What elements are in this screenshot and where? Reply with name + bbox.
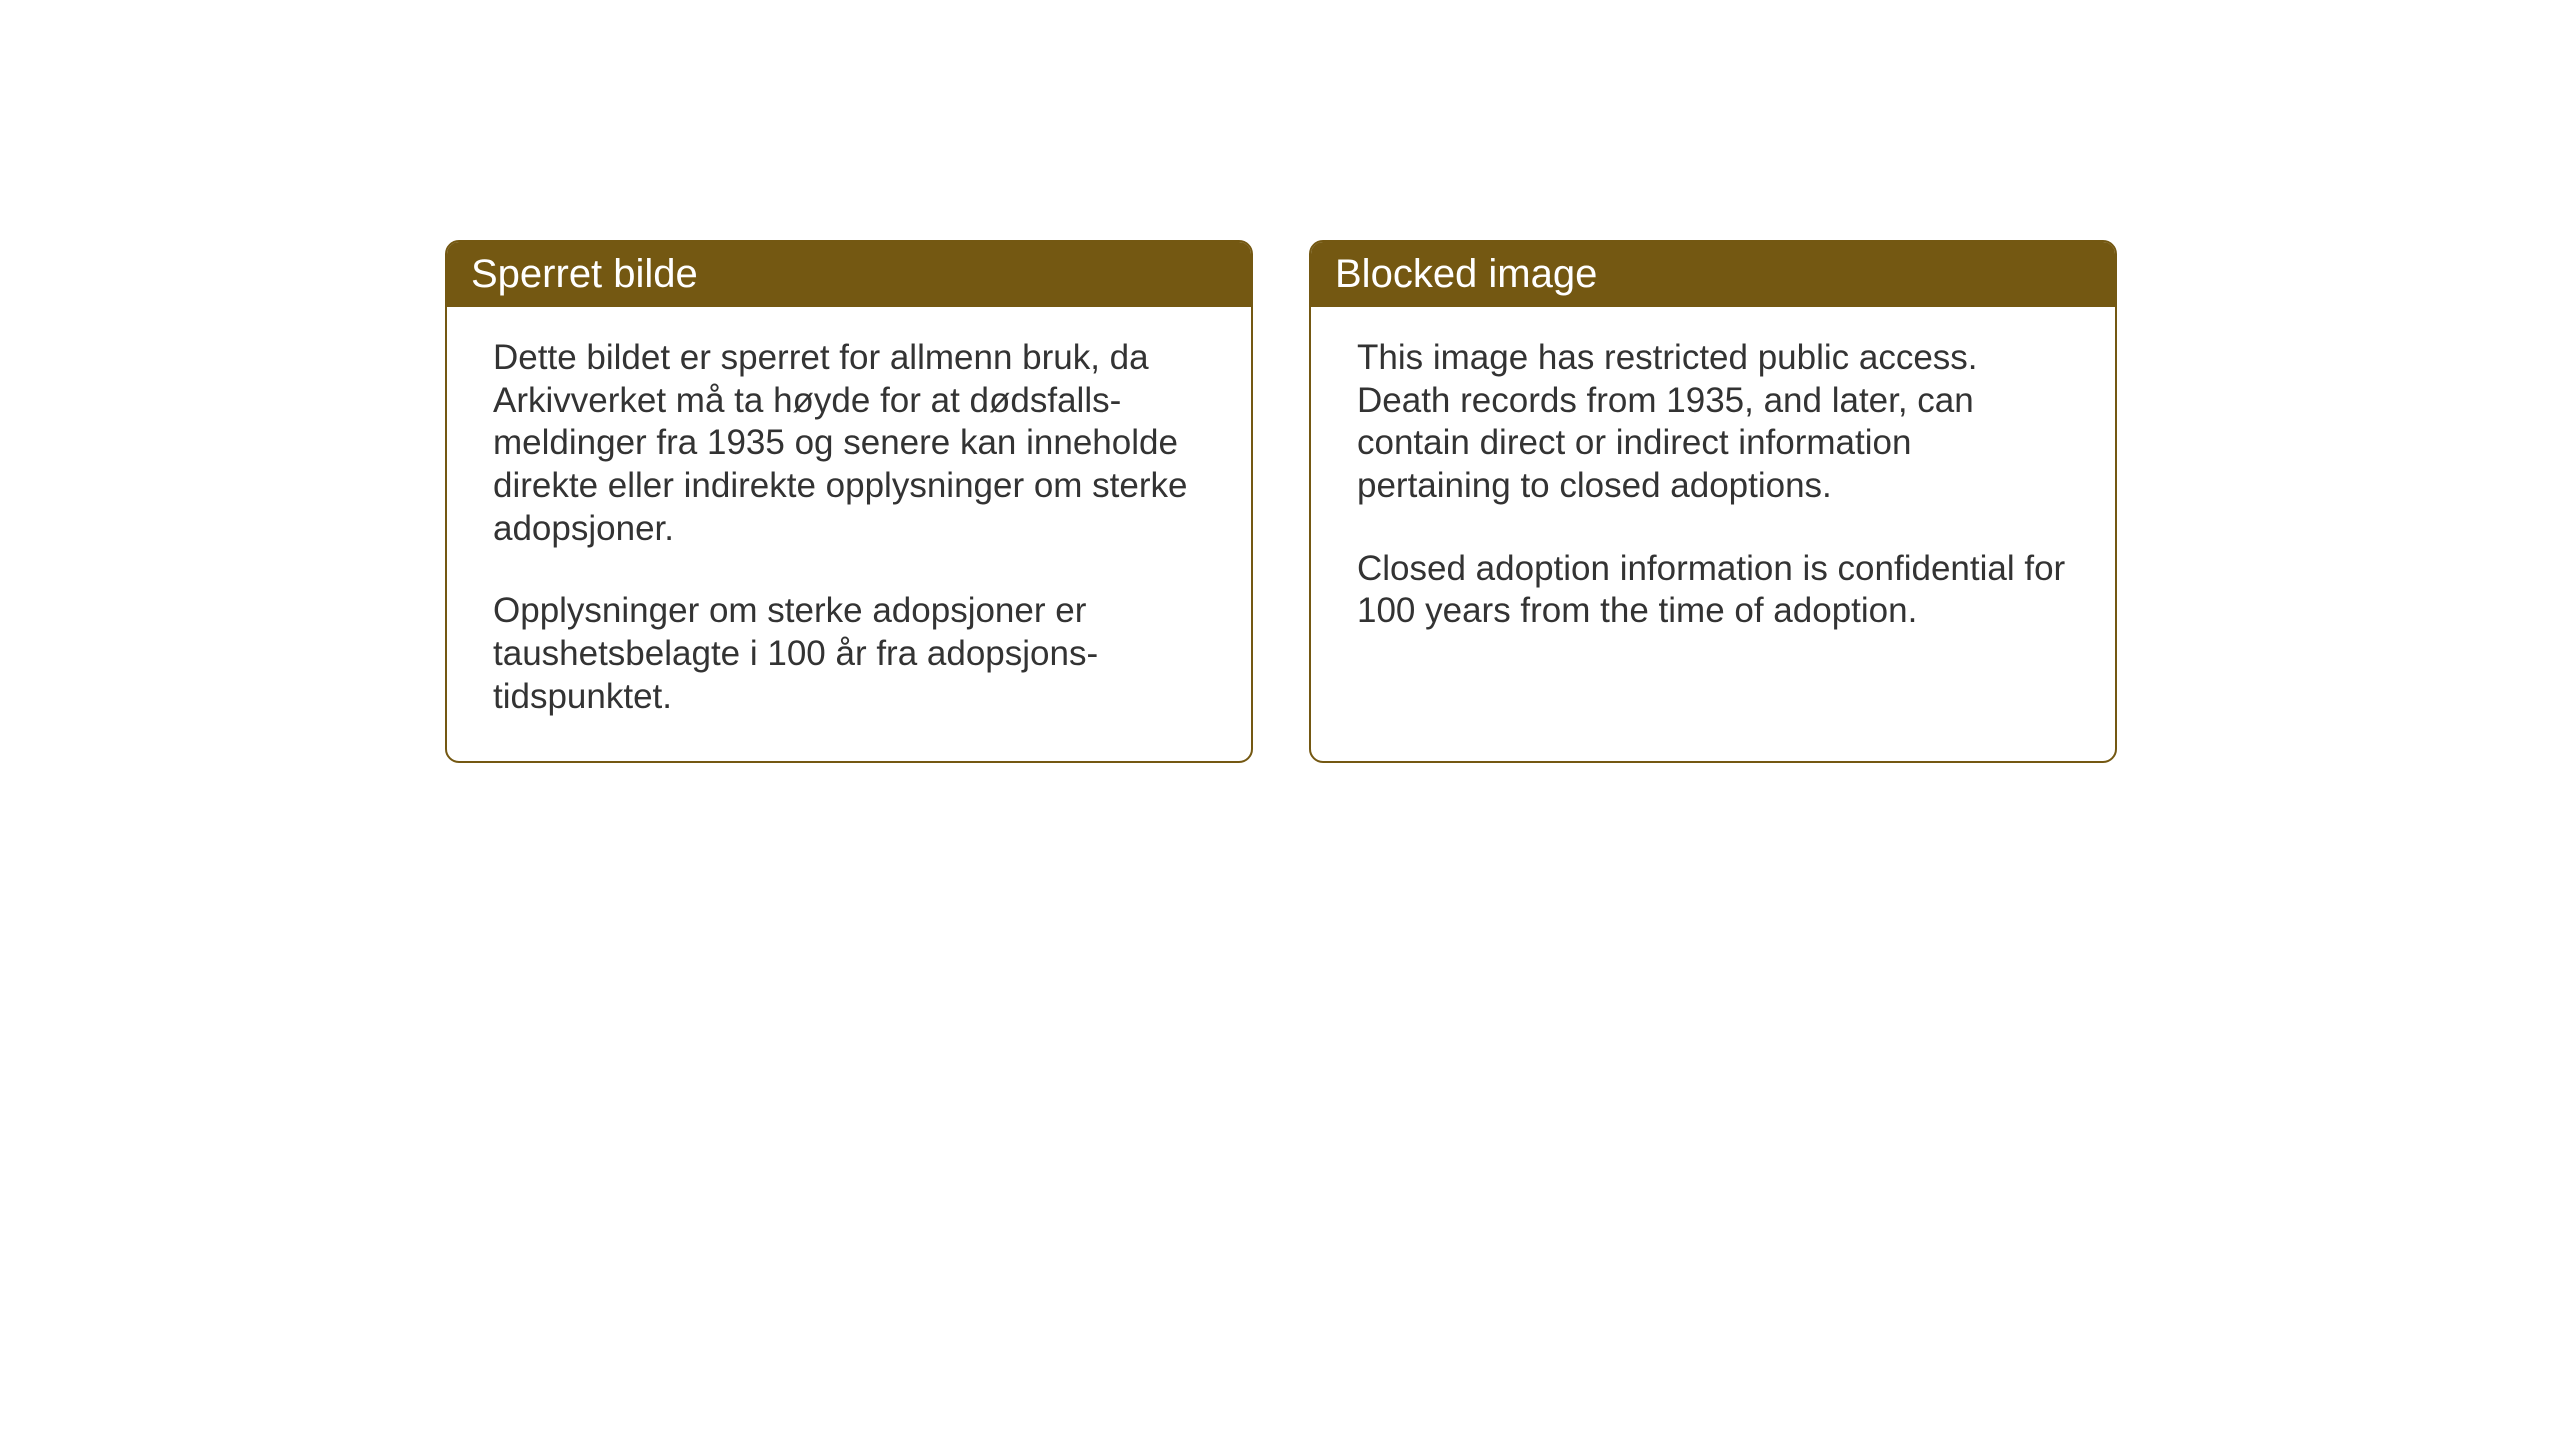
cards-container: Sperret bilde Dette bildet er sperret fo… [445,240,2117,763]
english-paragraph-2: Closed adoption information is confident… [1357,548,2069,633]
norwegian-notice-card: Sperret bilde Dette bildet er sperret fo… [445,240,1253,763]
norwegian-card-title: Sperret bilde [447,242,1251,307]
english-paragraph-1: This image has restricted public access.… [1357,337,2069,508]
norwegian-paragraph-1: Dette bildet er sperret for allmenn bruk… [493,337,1205,550]
english-notice-card: Blocked image This image has restricted … [1309,240,2117,763]
norwegian-paragraph-2: Opplysninger om sterke adopsjoner er tau… [493,590,1205,718]
norwegian-card-body: Dette bildet er sperret for allmenn bruk… [447,307,1251,761]
english-card-body: This image has restricted public access.… [1311,307,2115,675]
english-card-title: Blocked image [1311,242,2115,307]
